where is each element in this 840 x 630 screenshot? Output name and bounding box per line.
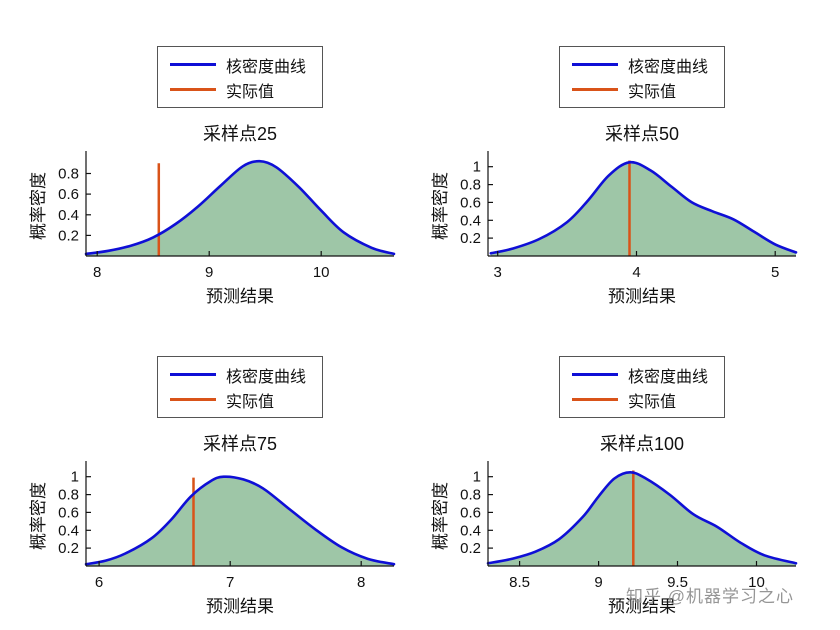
x-tick-label: 7 xyxy=(226,574,234,591)
subplot-title: 采样点50 xyxy=(604,124,680,144)
subplot-title: 采样点100 xyxy=(599,434,685,454)
legend-row-kde: 核密度曲线 xyxy=(169,52,306,77)
x-axis-label: 预测结果 xyxy=(608,597,676,616)
x-tick-label: 9.5 xyxy=(667,574,688,591)
kde-area xyxy=(490,162,796,256)
x-tick-label: 9 xyxy=(594,574,602,591)
legend-wrap: 核密度曲线 实际值 xyxy=(86,46,394,108)
x-tick-label: 6 xyxy=(95,574,103,591)
y-tick-label: 0.6 xyxy=(460,504,481,521)
legend-label-kde: 核密度曲线 xyxy=(627,368,708,386)
y-axis-label: 概率密度 xyxy=(29,482,48,550)
y-tick-label: 0.4 xyxy=(460,522,481,539)
x-tick-label: 9 xyxy=(205,264,213,281)
y-tick-label: 0.8 xyxy=(58,487,79,504)
y-tick-label: 1 xyxy=(473,159,481,176)
kde-plot-100: 8.5 9 9.5 10 0.20.40.60.81 预测结果 概率密度 xyxy=(431,461,798,616)
legend-row-actual: 实际值 xyxy=(169,77,306,102)
kde-curve xyxy=(486,471,798,565)
y-tick-label: 0.2 xyxy=(58,227,79,244)
y-tick-label: 0.6 xyxy=(460,194,481,211)
legend-label-kde: 核密度曲线 xyxy=(225,58,306,76)
y-tick-label: 1 xyxy=(71,469,79,486)
y-tick-label: 0.2 xyxy=(460,230,481,247)
kde-line-sample-icon xyxy=(571,63,618,66)
y-tick-label: 1 xyxy=(473,469,481,486)
x-axis-label: 预测结果 xyxy=(608,287,676,306)
legend-row-actual: 实际值 xyxy=(571,387,708,412)
legend-row-kde: 核密度曲线 xyxy=(571,362,708,387)
subplot-sample-50: 核密度曲线 实际值 采样点50 3 4 5 0.2 0.4 0.6 0.8 1 预测结果 概率密度 xyxy=(430,46,802,308)
y-tick-label: 0.2 xyxy=(58,540,79,557)
legend-box: 核密度曲线 实际值 xyxy=(558,356,725,418)
kde-curve xyxy=(84,159,396,256)
y-tick-label: 0.4 xyxy=(58,522,79,539)
kde-area xyxy=(488,472,796,566)
legend-label-actual: 实际值 xyxy=(627,83,676,101)
kde-line-sample-icon xyxy=(571,373,618,376)
legend-row-actual: 实际值 xyxy=(571,77,708,102)
legend-label-actual: 实际值 xyxy=(225,83,274,101)
legend-row-kde: 核密度曲线 xyxy=(571,52,708,77)
y-tick-label: 0.4 xyxy=(58,207,79,224)
kde-plot-75: 6 7 8 0.20.40.60.81 预测结果 概率密度 xyxy=(29,461,396,616)
legend-box: 核密度曲线 实际值 xyxy=(156,356,323,418)
y-axis-label: 概率密度 xyxy=(29,172,48,240)
x-tick-label: 10 xyxy=(748,574,765,591)
y-tick-label: 0.8 xyxy=(460,177,481,194)
legend-row-kde: 核密度曲线 xyxy=(169,362,306,387)
legend-label-actual: 实际值 xyxy=(627,393,676,411)
legend-box: 核密度曲线 实际值 xyxy=(558,46,725,108)
kde-area xyxy=(86,161,394,256)
kde-curve xyxy=(489,160,798,255)
kde-line-sample-icon xyxy=(169,63,216,66)
actual-line-sample-icon xyxy=(169,88,216,91)
subplot-sample-75: 核密度曲线 实际值 采样点75 6 7 8 0.2 0.4 0.6 0.8 1 预测结果 概率密度 xyxy=(28,356,400,618)
y-tick-label: 0.6 xyxy=(58,186,79,203)
x-tick-label: 5 xyxy=(771,264,779,281)
y-tick-label: 0.8 xyxy=(460,487,481,504)
y-tick-label: 0.8 xyxy=(58,166,79,183)
watermark: 知乎 @机器学习之心 xyxy=(626,587,794,606)
kde-area xyxy=(86,476,394,566)
x-axis-label: 预测结果 xyxy=(206,597,274,616)
x-tick-label: 4 xyxy=(632,264,640,281)
x-tick-label: 3 xyxy=(494,264,502,281)
y-tick-label: 0.4 xyxy=(460,212,481,229)
legend-wrap: 核密度曲线 实际值 xyxy=(86,356,394,418)
y-tick-label: 0.6 xyxy=(58,504,79,521)
x-tick-label: 8 xyxy=(357,574,365,591)
y-tick-label: 0.2 xyxy=(460,540,481,557)
kde-line-sample-icon xyxy=(169,373,216,376)
actual-line-sample-icon xyxy=(571,88,618,91)
subplot-title: 采样点25 xyxy=(202,124,278,144)
actual-line-sample-icon xyxy=(169,398,216,401)
y-axis-label: 概率密度 xyxy=(431,172,450,240)
kde-plot-50: 3 4 5 0.20.40.60.81 预测结果 概率密度 xyxy=(431,151,798,306)
kde-curve xyxy=(84,475,396,566)
x-axis-label: 预测结果 xyxy=(206,287,274,306)
kde-plot-25: 8 9 10 0.2 0.4 0.6 0.8 预测结果 概率密度 xyxy=(29,151,396,306)
y-axis-label: 概率密度 xyxy=(431,482,450,550)
legend-wrap: 核密度曲线 实际值 xyxy=(488,46,796,108)
actual-line-sample-icon xyxy=(571,398,618,401)
legend-wrap: 核密度曲线 实际值 xyxy=(488,356,796,418)
subplot-sample-25: 核密度曲线 实际值 采样点25 8 9 10 0.2 0.4 0.6 0.8 预测结果 概率密度 xyxy=(28,46,400,308)
legend-label-kde: 核密度曲线 xyxy=(225,368,306,386)
legend-label-kde: 核密度曲线 xyxy=(627,58,708,76)
legend-box: 核密度曲线 实际值 xyxy=(156,46,323,108)
subplot-title: 采样点75 xyxy=(202,434,278,454)
x-tick-label: 8 xyxy=(93,264,101,281)
x-tick-label: 10 xyxy=(313,264,330,281)
legend-row-actual: 实际值 xyxy=(169,387,306,412)
x-tick-label: 8.5 xyxy=(509,574,530,591)
legend-label-actual: 实际值 xyxy=(225,393,274,411)
subplot-sample-100: 核密度曲线 实际值 采样点100 8.5 9 9.5 10 0.2 0.4 0.6 0.8 1 预… xyxy=(430,356,802,618)
